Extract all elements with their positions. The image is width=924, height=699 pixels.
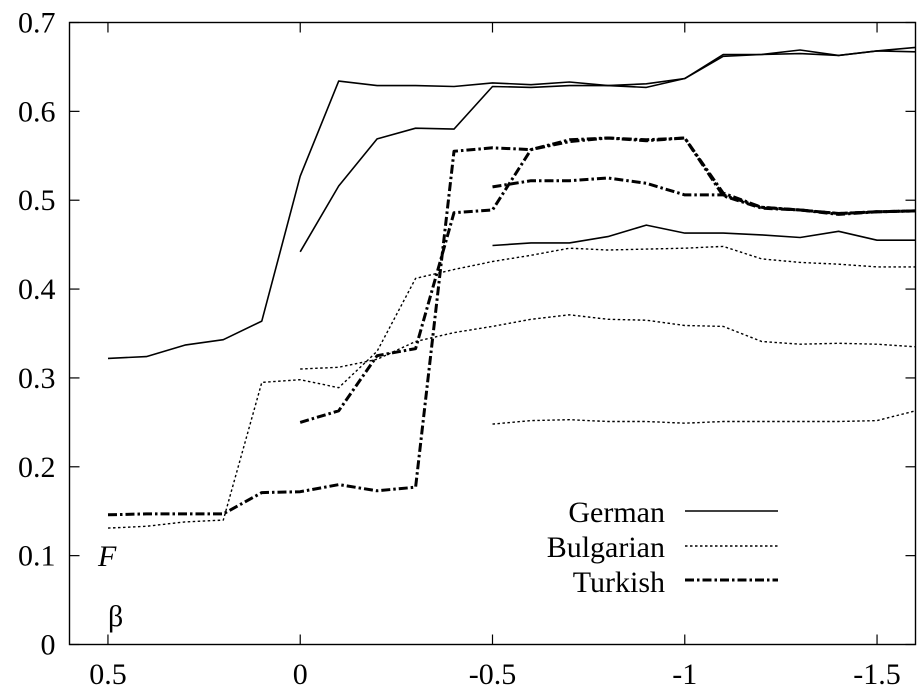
- series-line-german-3: [492, 224, 916, 247]
- series-line-turkish-3: [492, 176, 916, 215]
- axis-ticks: [69, 21, 916, 646]
- x-tick-label: 0: [293, 658, 308, 691]
- series-lines: [107, 46, 916, 529]
- legend-label-bulgarian: Bulgarian: [547, 531, 665, 564]
- series-line-turkish-2: [299, 136, 916, 424]
- series-line-german-2: [299, 46, 916, 253]
- x-tick-label: -0.5: [469, 658, 517, 691]
- y-tick-label: 0.2: [18, 451, 56, 484]
- y-tick-label: 0: [41, 629, 56, 662]
- x-tick-label: -1: [672, 658, 697, 691]
- x-tick-label: -1.5: [853, 658, 901, 691]
- y-tick-label: 0.1: [18, 540, 56, 573]
- legend-label-turkish: Turkish: [573, 566, 665, 599]
- series-line-bulgarian-1: [107, 245, 916, 529]
- series-line-bulgarian-2: [300, 314, 916, 370]
- y-tick-label: 0.7: [18, 7, 56, 40]
- plot-frame: [68, 21, 917, 646]
- legend: German Bulgarian Turkish: [547, 496, 778, 599]
- legend-label-german: German: [568, 496, 665, 529]
- series-line-turkish-1: [107, 136, 916, 517]
- y-tick-label: 0.3: [18, 362, 56, 395]
- series-line-bulgarian-3: [492, 410, 916, 425]
- y-tick-label: 0.4: [18, 273, 56, 306]
- series-line-german-1: [107, 50, 916, 360]
- x-axis-label: β: [108, 600, 123, 633]
- x-tick-label: 0.5: [89, 658, 127, 691]
- y-axis-label: F: [97, 540, 117, 573]
- y-tick-label: 0.5: [18, 184, 56, 217]
- axis-tick-labels: 0 0.1 0.2 0.3 0.4 0.5 0.6 0.7 0.5 0 -0.5 -1 -1.5: [18, 7, 901, 692]
- y-tick-label: 0.6: [18, 95, 56, 128]
